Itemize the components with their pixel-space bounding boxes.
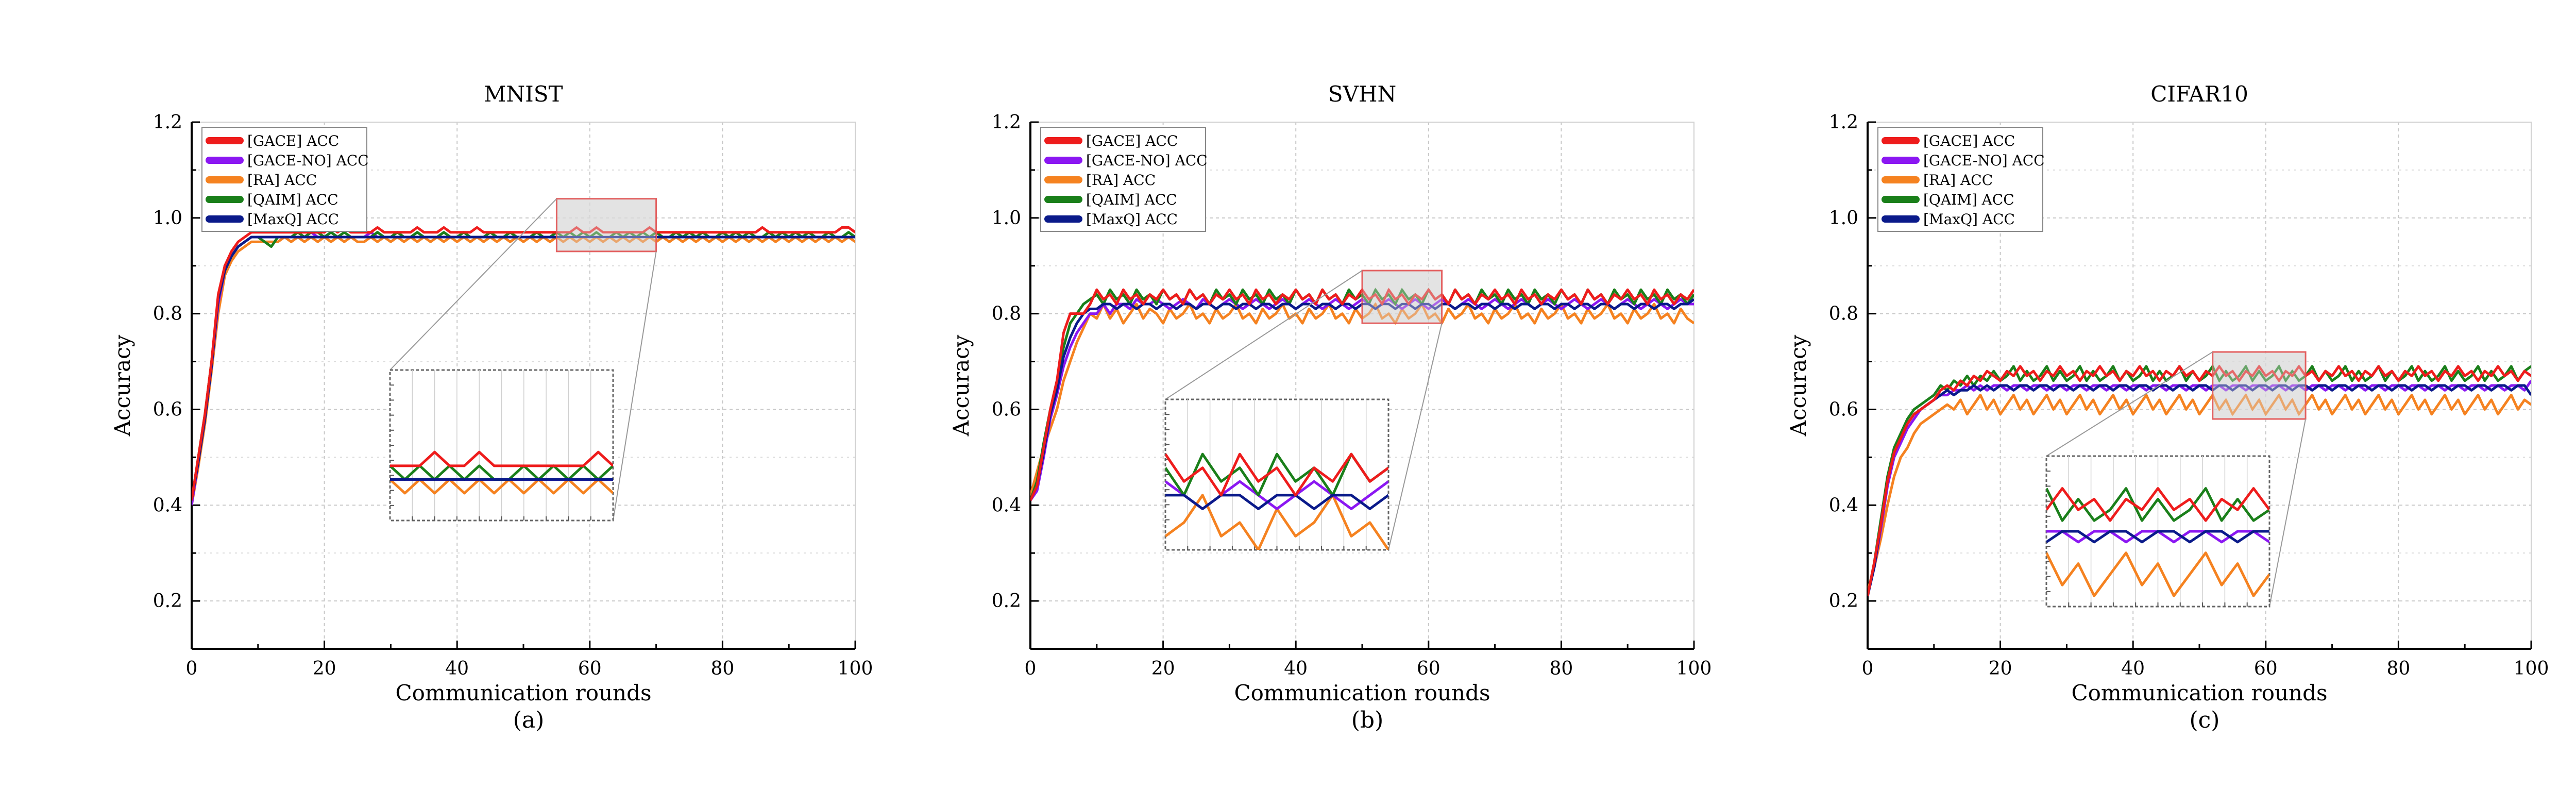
y-tick-label: 0.2 <box>1829 591 1858 612</box>
zoom-connector <box>2046 351 2213 457</box>
zoom-region-box <box>555 198 657 253</box>
y-tick-label: 0.8 <box>992 304 1021 325</box>
x-axis-label: Communication rounds <box>1234 680 1490 706</box>
chart-title: MNIST <box>484 81 563 107</box>
y-tick-label: 0.4 <box>1829 495 1858 516</box>
panel-caption: (b) <box>1351 707 1384 733</box>
legend-label: [RA] ACC <box>1923 172 1993 189</box>
y-tick-label: 0.8 <box>153 304 182 325</box>
series-group <box>1868 365 2531 597</box>
chart-title: SVHN <box>1328 81 1396 107</box>
chart-cifar10: 0 20 40 60 80 100 0.2 0.4 0.6 0.8 1.0 1.2 CIFAR10 Com… <box>1786 81 2549 733</box>
x-tick-label: 20 <box>313 658 336 679</box>
legend-label: [GACE-NO] ACC <box>1086 152 1208 169</box>
x-tick-label: 100 <box>838 658 873 679</box>
legend-label: [GACE] ACC <box>1923 132 2015 149</box>
zoom-inset <box>389 198 657 522</box>
inset-series-group <box>1165 452 1388 550</box>
panel-caption: (c) <box>2190 707 2220 733</box>
panel-caption: (a) <box>513 707 545 733</box>
chart-title: CIFAR10 <box>2150 81 2248 107</box>
legend-label: [GACE-NO] ACC <box>1923 152 2045 169</box>
y-tick-label: 0.6 <box>1829 399 1858 420</box>
series-line-gace <box>1868 365 2531 597</box>
y-tick-label: 0.2 <box>992 591 1021 612</box>
inset-series-gace <box>2046 487 2269 522</box>
legend-label: [GACE] ACC <box>1086 132 1178 149</box>
x-axis-label: Communication rounds <box>395 680 651 706</box>
legend-label: [MaxQ] ACC <box>247 211 339 228</box>
y-tick-label: 1.2 <box>992 112 1021 133</box>
inset-series-group <box>2046 487 2269 597</box>
y-tick-label: 1.2 <box>153 112 182 133</box>
inset-series-gace <box>390 450 613 467</box>
legend-label: [GACE-NO] ACC <box>247 152 369 169</box>
x-tick-label: 40 <box>2121 658 2145 679</box>
series-line-ra <box>1868 394 2531 592</box>
zoom-region-box <box>1361 270 1443 324</box>
legend-label: [RA] ACC <box>247 172 317 189</box>
x-tick-label: 60 <box>2254 658 2278 679</box>
zoom-connector <box>1388 323 1443 550</box>
inset-series-gace <box>1165 452 1388 497</box>
y-axis-label: Accuracy <box>948 334 974 436</box>
y-tick-label: 1.2 <box>1829 112 1858 133</box>
y-axis-label: Accuracy <box>1786 334 1811 436</box>
legend-label: [QAIM] ACC <box>1086 191 1177 208</box>
x-tick-label: 0 <box>186 658 198 679</box>
x-tick-label: 0 <box>1025 658 1037 679</box>
inset-series-maxq <box>1165 494 1388 510</box>
legend-label: [RA] ACC <box>1086 172 1156 189</box>
series-line-maxq <box>192 236 855 501</box>
zoom-inset <box>2045 351 2307 608</box>
x-tick-label: 80 <box>1549 658 1573 679</box>
series-line-maxq <box>1868 384 2531 597</box>
x-tick-label: 20 <box>1151 658 1175 679</box>
legend-label: [MaxQ] ACC <box>1923 211 2015 228</box>
x-tick-label: 60 <box>578 658 602 679</box>
y-tick-label: 0.6 <box>992 399 1021 420</box>
x-tick-label: 0 <box>1862 658 1874 679</box>
zoom-connector <box>389 198 557 371</box>
legend-label: [QAIM] ACC <box>247 191 338 208</box>
x-tick-label: 40 <box>445 658 469 679</box>
inset-series-ra <box>2046 551 2269 597</box>
zoom-connector <box>613 251 657 521</box>
y-tick-label: 1.0 <box>153 208 182 229</box>
x-tick-label: 100 <box>1676 658 1712 679</box>
inset-series-group <box>390 450 613 495</box>
y-tick-label: 0.8 <box>1829 304 1858 325</box>
legend-label: [MaxQ] ACC <box>1086 211 1178 228</box>
zoom-connector <box>2269 418 2307 607</box>
series-line-ra <box>192 236 855 506</box>
y-tick-label: 0.4 <box>992 495 1021 516</box>
legend: [GACE] ACC [GACE-NO] ACC [RA] ACC [QAIM] AC… <box>201 127 369 232</box>
x-tick-label: 80 <box>2386 658 2410 679</box>
x-tick-label: 60 <box>1417 658 1440 679</box>
x-axis-label: Communication rounds <box>2071 680 2327 706</box>
x-tick-label: 80 <box>710 658 734 679</box>
x-tick-label: 100 <box>2514 658 2549 679</box>
inset-series-ra <box>390 478 613 495</box>
chart-mnist: 0 20 40 60 80 100 0.2 0.4 0.6 0.8 1.0 1.2 MNIST Commu… <box>110 81 873 733</box>
zoom-connector <box>1165 270 1363 400</box>
y-tick-label: 0.4 <box>153 495 182 516</box>
y-tick-label: 0.2 <box>153 591 182 612</box>
legend-label: [QAIM] ACC <box>1923 191 2014 208</box>
legend: [GACE] ACC [GACE-NO] ACC [RA] ACC [QAIM] AC… <box>1877 127 2045 232</box>
zoom-region-box <box>2212 351 2307 420</box>
chart-svhn: 0 20 40 60 80 100 0.2 0.4 0.6 0.8 1.0 1.2 SVHN Commun… <box>948 81 1711 733</box>
y-tick-label: 0.6 <box>153 399 182 420</box>
y-axis-label: Accuracy <box>110 334 135 436</box>
legend-label: [GACE] ACC <box>247 132 339 149</box>
x-tick-label: 40 <box>1284 658 1308 679</box>
inset-series-maxq <box>2046 530 2269 544</box>
y-tick-label: 1.0 <box>1829 208 1858 229</box>
zoom-inset <box>1164 270 1443 551</box>
y-tick-label: 1.0 <box>992 208 1021 229</box>
legend: [GACE] ACC [GACE-NO] ACC [RA] ACC [QAIM] AC… <box>1040 127 1208 232</box>
x-tick-label: 20 <box>1989 658 2012 679</box>
